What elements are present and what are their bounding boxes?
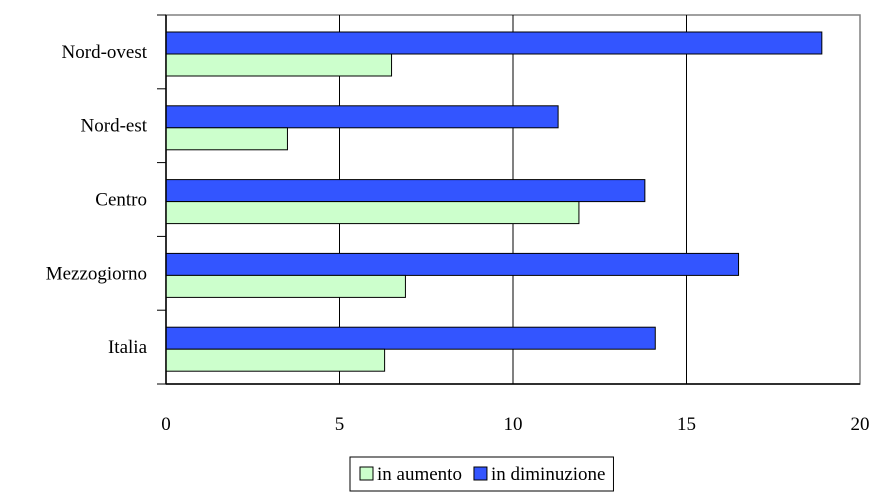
bars bbox=[165, 31, 823, 372]
legend-label-in-aumento: in aumento bbox=[377, 464, 462, 485]
x-tick-labels: 0 5 10 15 20 bbox=[161, 414, 869, 435]
x-tick-label: 0 bbox=[161, 414, 171, 435]
axes bbox=[157, 14, 860, 385]
legend-swatch-in-aumento bbox=[359, 466, 374, 481]
category-label-italia: Italia bbox=[108, 337, 148, 358]
category-label-mezzogiorno: Mezzogiorno bbox=[46, 263, 147, 284]
bar-in-diminuzione-nord-ovest bbox=[165, 31, 823, 55]
x-tick-label: 10 bbox=[504, 414, 523, 435]
x-tick-label: 20 bbox=[851, 414, 870, 435]
bar-in-diminuzione-mezzogiorno bbox=[165, 252, 740, 276]
legend: in aumento in diminuzione bbox=[349, 456, 614, 492]
legend-swatch-in-diminuzione bbox=[473, 466, 488, 481]
bar-in-diminuzione-centro bbox=[165, 179, 646, 203]
x-tick-label: 15 bbox=[677, 414, 696, 435]
category-label-nord-est: Nord-est bbox=[81, 116, 148, 137]
category-labels: Nord-ovest Nord-est Centro Mezzogiorno Itali… bbox=[46, 42, 148, 358]
x-tick-label: 5 bbox=[335, 414, 345, 435]
bar-in-aumento-nord-est bbox=[165, 127, 288, 151]
bar-in-aumento-centro bbox=[165, 201, 580, 225]
legend-label-in-diminuzione: in diminuzione bbox=[491, 464, 606, 485]
bar-in-diminuzione-italia bbox=[165, 326, 656, 350]
category-label-nord-ovest: Nord-ovest bbox=[62, 42, 148, 63]
category-label-centro: Centro bbox=[95, 190, 147, 211]
bar-in-aumento-mezzogiorno bbox=[165, 274, 406, 298]
bar-in-diminuzione-nord-est bbox=[165, 105, 559, 129]
bar-in-aumento-italia bbox=[165, 348, 386, 372]
bar-in-aumento-nord-ovest bbox=[165, 53, 393, 77]
